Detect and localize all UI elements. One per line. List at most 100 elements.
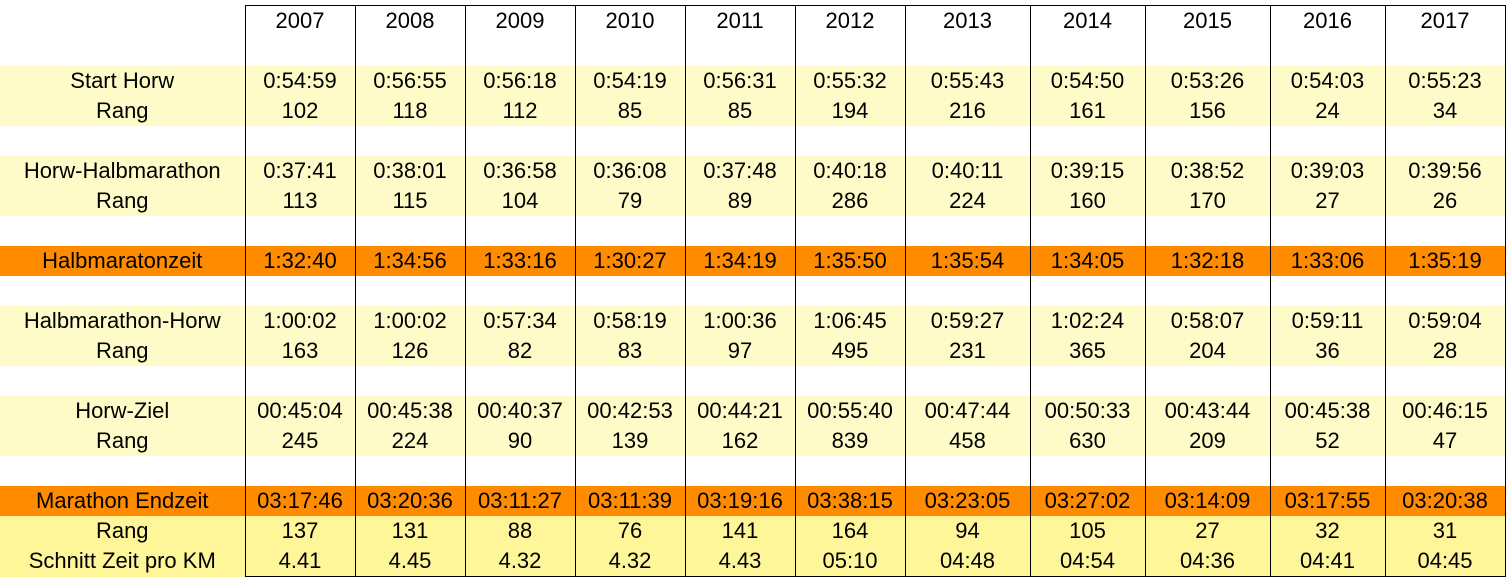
corner-cell [0,5,245,36]
row-label: Halbmaratonzeit [0,246,245,276]
spacer-cell [354,366,465,396]
value-cell: 1:34:19 [684,246,795,276]
value-cell: 89 [684,186,795,216]
spacer-cell [354,276,465,306]
value-cell: 00:44:21 [684,396,795,426]
value-cell: 1:34:56 [354,246,465,276]
value-cell: 26 [1384,186,1506,216]
value-cell: 27 [1269,186,1385,216]
value-cell: 118 [354,96,465,126]
spacer-cell [464,216,575,246]
value-cell: 139 [574,426,685,456]
value-cell: 1:32:40 [244,246,355,276]
spacer-cell [684,276,795,306]
value-cell: 83 [574,336,685,366]
row-label: Halbmarathon-Horw [0,306,245,336]
spacer-cell [464,456,575,486]
spacer-cell [684,456,795,486]
value-cell: 03:20:36 [354,486,465,516]
value-cell: 286 [794,186,905,216]
value-cell: 00:46:15 [1384,396,1506,426]
spacer-cell [244,216,355,246]
value-cell: 03:14:09 [1144,486,1270,516]
value-cell: 00:45:38 [354,396,465,426]
value-cell: 113 [244,186,355,216]
year-header: 2016 [1269,5,1385,36]
table-row: Halbmaratonzeit 1:32:40 1:34:56 1:33:16 1:30… [0,246,1506,276]
spacer-cell [794,276,905,306]
spacer-cell [1144,216,1270,246]
value-cell: 0:38:52 [1144,156,1270,186]
spacer-cell [354,36,465,66]
row-label: Marathon Endzeit [0,486,245,516]
value-cell: 0:40:18 [794,156,905,186]
spacer-cell [464,126,575,156]
value-cell: 209 [1144,426,1270,456]
value-cell: 1:06:45 [794,306,905,336]
value-cell: 79 [574,186,685,216]
spacer-cell [574,276,685,306]
value-cell: 365 [1029,336,1145,366]
year-header-row: 2007 2008 2009 2010 2011 2012 2013 2014 2015 2016… [0,5,1506,36]
value-cell: 03:20:38 [1384,486,1506,516]
spacer-cell [1384,216,1506,246]
value-cell: 0:54:59 [244,66,355,96]
year-header: 2014 [1029,5,1145,36]
spacer-cell [1144,276,1270,306]
value-cell: 0:54:03 [1269,66,1385,96]
value-cell: 1:34:05 [1029,246,1145,276]
spacer-cell [1029,366,1145,396]
spacer-cell [794,216,905,246]
value-cell: 164 [794,516,905,546]
value-cell: 03:17:55 [1269,486,1385,516]
value-cell: 00:45:38 [1269,396,1385,426]
value-cell: 24 [1269,96,1385,126]
value-cell: 85 [574,96,685,126]
spacer-cell [1269,126,1385,156]
table-row: Rang 137 131 88 76 141 164 94 105 27 32 31 [0,516,1506,546]
spacer-cell [1269,276,1385,306]
spacer-cell [1384,456,1506,486]
value-cell: 52 [1269,426,1385,456]
table-row: Marathon Endzeit 03:17:46 03:20:36 03:11:27… [0,486,1506,516]
value-cell: 194 [794,96,905,126]
spacer-cell [0,126,245,156]
spacer-cell [574,216,685,246]
spacer-cell [244,456,355,486]
value-cell: 03:19:16 [684,486,795,516]
table-row: Start Horw 0:54:59 0:56:55 0:56:18 0:54:19 0:… [0,66,1506,96]
spacer-cell [794,36,905,66]
value-cell: 0:54:50 [1029,66,1145,96]
year-header: 2013 [904,5,1030,36]
spacer-row [0,216,1506,246]
spacer-cell [0,216,245,246]
value-cell: 0:55:32 [794,66,905,96]
table-row: Halbmarathon-Horw 1:00:02 1:00:02 0:57:34 0:… [0,306,1506,336]
value-cell: 4.32 [464,546,575,577]
value-cell: 0:40:11 [904,156,1030,186]
value-cell: 4.43 [684,546,795,577]
value-cell: 0:53:26 [1144,66,1270,96]
value-cell: 141 [684,516,795,546]
spacer-cell [904,366,1030,396]
value-cell: 0:37:41 [244,156,355,186]
value-cell: 245 [244,426,355,456]
spacer-cell [354,216,465,246]
value-cell: 1:00:02 [244,306,355,336]
value-cell: 00:43:44 [1144,396,1270,426]
spacer-cell [904,456,1030,486]
row-label: Horw-Ziel [0,396,245,426]
value-cell: 170 [1144,186,1270,216]
value-cell: 00:40:37 [464,396,575,426]
value-cell: 1:00:02 [354,306,465,336]
value-cell: 00:45:04 [244,396,355,426]
spacer-cell [354,456,465,486]
spacer-cell [794,366,905,396]
value-cell: 05:10 [794,546,905,577]
year-header: 2012 [794,5,905,36]
spacer-cell [354,126,465,156]
value-cell: 04:54 [1029,546,1145,577]
row-label: Schnitt Zeit pro KM [0,546,245,577]
value-cell: 00:47:44 [904,396,1030,426]
value-cell: 0:56:31 [684,66,795,96]
